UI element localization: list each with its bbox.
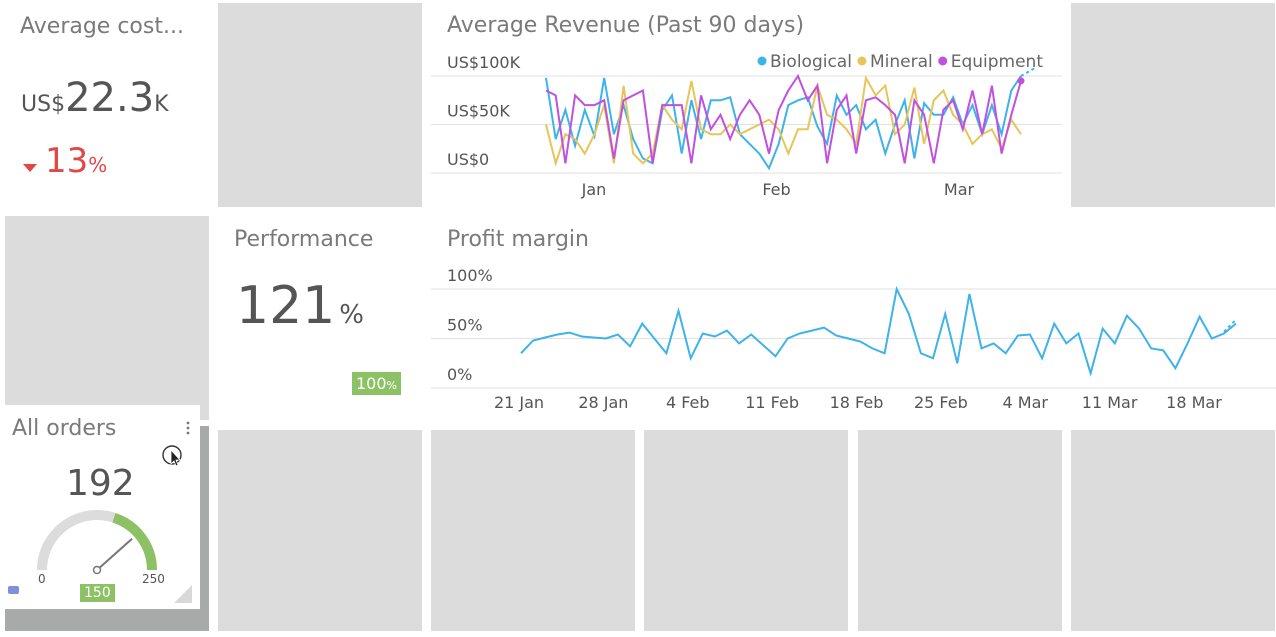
gauge-value: 192: [66, 463, 135, 504]
empty-widget-slot-7: [858, 430, 1062, 631]
widget-title: Profit margin: [447, 227, 589, 252]
y-tick-label: 100%: [447, 266, 493, 285]
series-line-profit: [520, 285, 1237, 377]
widget-title: Performance: [234, 227, 374, 252]
resize-handle-icon: [174, 585, 192, 603]
gauge-fill: [112, 512, 157, 571]
legend-label: Equipment: [951, 52, 1044, 72]
more-vertical-icon: [186, 421, 190, 435]
profit-margin-widget[interactable]: Profit margin 100% 50% 0% 21 Jan 28 Jan 4 Feb…: [431, 216, 1276, 420]
x-tick-label: Mar: [944, 180, 975, 199]
forecast-line: [1020, 67, 1036, 77]
legend-label: Mineral: [870, 52, 933, 72]
x-tick-label: Jan: [581, 180, 607, 199]
empty-widget-slot-8: [1071, 430, 1275, 631]
empty-widget-slot-1: [218, 3, 422, 207]
y-tick-label: US$100K: [447, 53, 521, 72]
kpi-number: 22.3: [65, 75, 155, 121]
gauge-min-label: 0: [38, 572, 46, 586]
y-tick-label: US$50K: [447, 102, 510, 121]
gauge-needle: [96, 537, 133, 571]
kpi-value: US$22.3K: [21, 75, 169, 121]
forecast-line: [1223, 318, 1237, 333]
series-line-equipment: [545, 73, 1022, 164]
x-tick-label: Feb: [762, 180, 790, 199]
target-value: 100: [356, 374, 387, 393]
gauge-pivot: [92, 565, 102, 575]
kpi-suffix: K: [154, 92, 169, 117]
series-line-biological: [545, 75, 1022, 171]
x-tick-label: 28 Jan: [578, 393, 628, 412]
x-tick-label: 18 Feb: [830, 393, 884, 412]
average-cost-widget[interactable]: Average cost... US$22.3K 13%: [5, 3, 209, 207]
legend-dot: [938, 56, 948, 66]
x-tick-label: 18 Mar: [1166, 393, 1222, 412]
kpi-number: 121: [236, 276, 336, 336]
kpi-unit: %: [339, 300, 364, 330]
target-unit: %: [386, 379, 397, 392]
gauge-track: [37, 510, 157, 571]
all-orders-widget[interactable]: All orders 192 0 250 150: [0, 405, 200, 609]
x-tick-label: 11 Mar: [1082, 393, 1138, 412]
legend-dot: [857, 56, 867, 66]
widget-menu-button[interactable]: [184, 420, 192, 436]
widget-title: Average Revenue (Past 90 days): [447, 13, 805, 38]
kpi-value: 121%: [236, 276, 364, 336]
kpi-currency: US$: [21, 92, 66, 117]
y-tick-label: 50%: [447, 316, 483, 335]
legend-dot: [757, 56, 767, 66]
empty-widget-slot-2: [1071, 3, 1275, 207]
series-point: [1017, 77, 1025, 85]
cursor-icon: [162, 445, 182, 467]
x-tick-label: 4 Mar: [1003, 393, 1049, 412]
app-logo-icon: [8, 586, 19, 594]
gauge: [37, 510, 192, 603]
kpi-change-unit: %: [88, 153, 108, 177]
gauge-target-badge: 150: [80, 584, 115, 602]
legend-label: Biological: [770, 52, 852, 72]
x-tick-label: 21 Jan: [494, 393, 544, 412]
average-revenue-widget[interactable]: Average Revenue (Past 90 days) US$100K US…: [431, 3, 1062, 207]
gauge-max-label: 250: [142, 572, 165, 586]
empty-widget-slot-3: [5, 216, 209, 420]
x-tick-label: 11 Feb: [745, 393, 799, 412]
y-tick-label: US$0: [447, 150, 489, 169]
x-tick-label: 25 Feb: [914, 393, 968, 412]
kpi-change-value: 13: [45, 141, 89, 181]
empty-widget-slot-6: [644, 430, 848, 631]
widget-title: All orders: [12, 416, 117, 441]
performance-widget[interactable]: Performance 121% 100%: [218, 216, 422, 420]
target-badge: 100%: [352, 372, 401, 395]
empty-widget-slot-4: [218, 430, 422, 631]
revenue-chart: US$100K US$50K US$0 Jan Feb Mar Equipment Mine…: [431, 52, 1062, 199]
y-tick-label: 0%: [447, 365, 472, 384]
series-line-mineral: [545, 74, 1022, 167]
empty-widget-slot-5: [431, 430, 635, 631]
x-tick-label: 4 Feb: [666, 393, 710, 412]
widget-title: Average cost...: [20, 14, 184, 39]
down-arrow-icon: [23, 163, 37, 172]
kpi-change: 13%: [23, 141, 107, 181]
profit-margin-chart: 100% 50% 0% 21 Jan 28 Jan 4 Feb 11 Feb 18 Feb 25…: [431, 266, 1276, 412]
